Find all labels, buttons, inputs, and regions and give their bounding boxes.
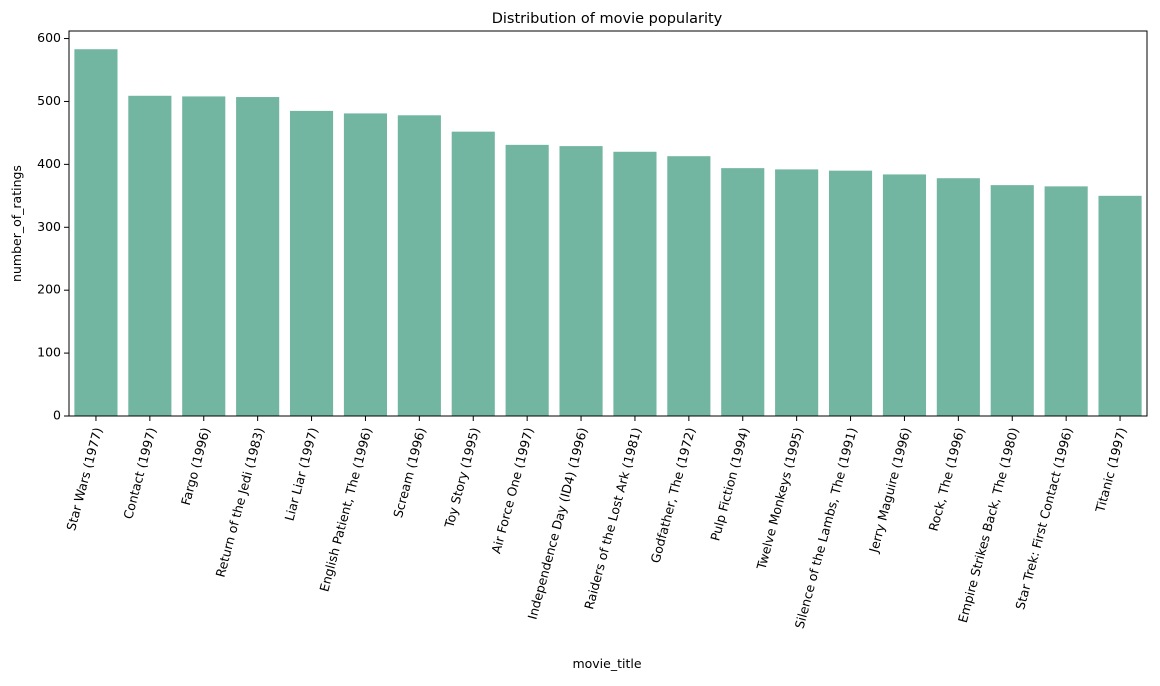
y-tick-label: 300 [37,219,61,234]
x-tick-label: Silence of the Lambs, The (1991) [792,426,860,630]
bar [451,131,495,416]
bar [343,113,388,416]
x-tick-label: Empire Strikes Back, The (1980) [955,426,1022,625]
y-tick-label: 500 [37,93,61,108]
x-tick-label: Rock, The (1996) [926,426,968,533]
x-tick-label: Toy Story (1995) [441,426,482,530]
bar [721,168,765,416]
x-tick-label: Liar Liar (1997) [281,426,320,523]
bar [74,49,118,417]
y-axis-ticks: 0 100 200 300 400 500 600 [37,30,69,423]
bar [990,185,1034,416]
x-tick-label: Return of the Jedi (1983) [213,426,267,579]
x-tick-label: English Patient, The (1996) [316,426,374,593]
x-tick-label: Star Trek: First Contact (1996) [1012,426,1075,611]
x-tick-label: Twelve Monkeys (1995) [753,426,806,572]
bar [397,115,441,417]
x-tick-label: Titanic (1997) [1092,426,1129,515]
y-tick-label: 600 [37,30,61,45]
plot-frame [68,30,1148,417]
x-axis-ticks: Star Wars (1977) Contact (1997) Fargo (199… [63,416,1129,630]
y-tick-label: 100 [37,345,61,360]
x-tick-label: Fargo (1996) [178,426,213,507]
x-tick-label: Godfather, The (1972) [647,426,698,565]
bar [128,95,172,417]
x-tick-label: Jerry Maguire (1996) [866,426,914,555]
bar [559,146,603,416]
bar [775,169,819,416]
x-tick-label: Contact (1997) [120,426,159,521]
bar [936,178,980,416]
bar [613,151,657,416]
x-tick-label: Independence Day (ID4) (1996) [525,426,591,621]
bar [1098,195,1142,416]
chart-title: Distribution of movie popularity [492,11,723,27]
bar [236,97,280,417]
x-tick-label: Star Wars (1977) [63,426,105,532]
bar [882,174,927,416]
bar [289,110,334,416]
y-tick-label: 200 [37,282,61,297]
x-tick-label: Scream (1996) [390,426,428,519]
bar [667,156,711,416]
bar [828,170,873,416]
bar [505,144,549,417]
y-tick-label: 0 [53,408,61,423]
x-axis-label: movie_title [572,656,641,671]
x-tick-label: Raiders of the Lost Ark (1981) [581,426,644,611]
x-tick-label: Air Force One (1997) [488,426,536,555]
y-axis-label: number_of_ratings [9,165,24,282]
x-tick-label: Pulp Fiction (1994) [707,426,752,543]
bars [74,49,1142,417]
bar [1044,186,1088,416]
y-tick-label: 400 [37,156,61,171]
bar [182,96,226,417]
